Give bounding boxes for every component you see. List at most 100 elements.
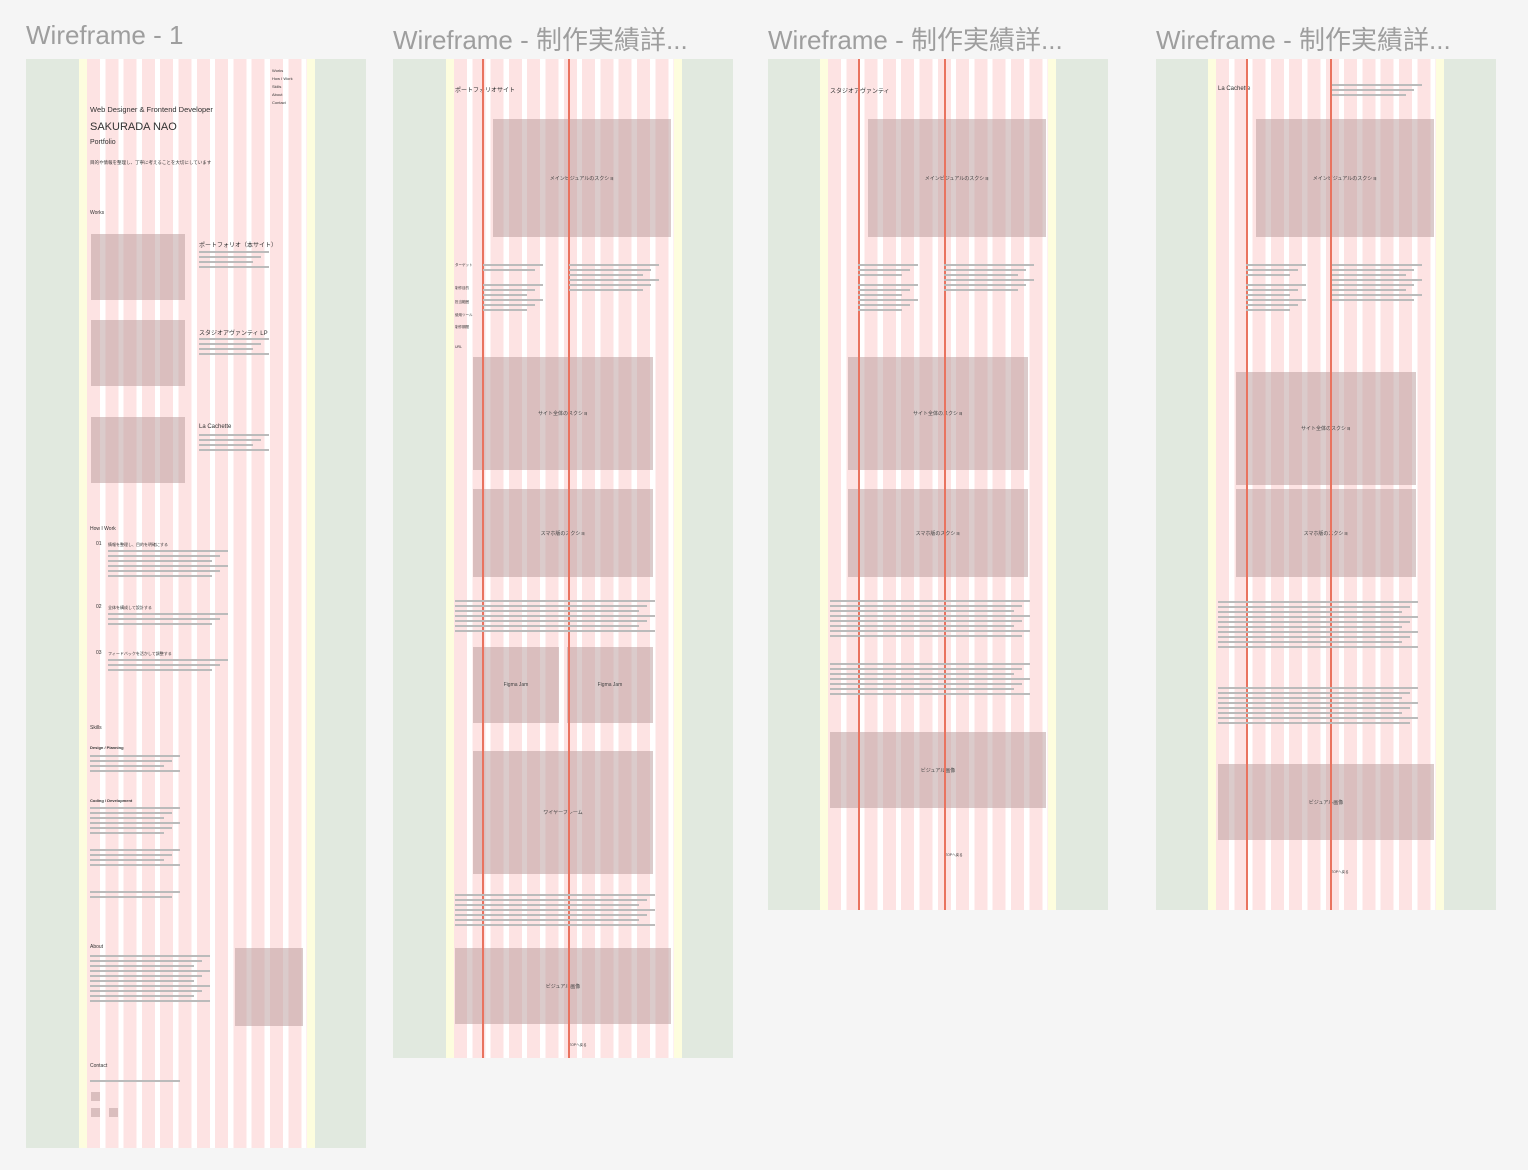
text-placeholder xyxy=(569,269,651,271)
text-placeholder xyxy=(1332,289,1406,291)
guide-line xyxy=(1330,59,1332,910)
text-placeholder xyxy=(944,269,1026,271)
step-number: 01 xyxy=(96,541,102,547)
image-placeholder: スマホ版のスクショ xyxy=(848,489,1028,577)
section-heading: Works xyxy=(90,210,105,216)
text-placeholder xyxy=(90,864,180,866)
text-placeholder xyxy=(199,256,261,258)
guide-line xyxy=(858,59,860,910)
frame-title[interactable]: Wireframe - 制作実績詳... xyxy=(768,25,1063,55)
section-heading: Contact xyxy=(90,1063,108,1069)
text-placeholder xyxy=(108,669,212,671)
text-placeholder xyxy=(455,914,647,916)
text-placeholder xyxy=(1246,309,1290,311)
text-placeholder xyxy=(90,827,172,829)
back-to-top: TOPへ戻る xyxy=(569,1043,587,1047)
field-label: URL xyxy=(455,345,463,349)
text-placeholder xyxy=(455,909,655,911)
text-placeholder xyxy=(1218,601,1418,603)
text-placeholder xyxy=(1218,611,1402,613)
frame[interactable]: スタジオアヴァンティ メインビジュアルのスクショ サイト全体のスクショ スマホ版… xyxy=(768,59,1108,910)
text-placeholder xyxy=(1246,289,1298,291)
guide-line xyxy=(482,59,484,1058)
text-placeholder xyxy=(1218,697,1402,699)
image-placeholder: ビジュアル画像 xyxy=(830,732,1046,808)
text-placeholder xyxy=(455,625,639,627)
text-placeholder xyxy=(90,849,180,851)
text-placeholder xyxy=(830,673,1014,675)
text-placeholder xyxy=(1218,636,1410,638)
image-placeholder: メインビジュアルのスクショ xyxy=(868,119,1046,237)
text-placeholder xyxy=(1332,279,1422,281)
text-placeholder xyxy=(90,807,180,809)
text-placeholder xyxy=(90,755,180,757)
text-placeholder xyxy=(455,620,647,622)
text-placeholder xyxy=(108,565,228,567)
frame-title[interactable]: Wireframe - 制作実績詳... xyxy=(393,25,688,55)
step-heading: 情報を整理し、目的を明確にする xyxy=(108,542,169,547)
text-placeholder xyxy=(569,264,659,266)
text-placeholder xyxy=(455,605,647,607)
image-placeholder: ワイヤーフレーム xyxy=(473,751,653,874)
text-placeholder xyxy=(858,299,918,301)
text-placeholder xyxy=(944,279,1034,281)
text-placeholder xyxy=(90,965,194,967)
text-placeholder xyxy=(830,678,1030,680)
text-placeholder xyxy=(90,822,180,824)
text-placeholder xyxy=(1246,264,1306,266)
image-placeholder: スマホ版のスクショ xyxy=(473,489,653,577)
text-placeholder xyxy=(483,264,543,266)
text-placeholder xyxy=(199,449,269,451)
frame[interactable]: ポートフォリオサイト メインビジュアルのスクショ ターゲット 制作目的 担当範囲… xyxy=(393,59,733,1058)
text-placeholder xyxy=(830,693,1030,695)
image-placeholder: サイト全体のスクショ xyxy=(473,357,653,470)
text-placeholder xyxy=(483,289,535,291)
text-placeholder xyxy=(199,266,269,268)
text-placeholder xyxy=(483,299,543,301)
text-placeholder xyxy=(108,550,228,552)
frame[interactable]: La Cachette メインビジュアルのスクショ サイト全体のスクショ スマホ… xyxy=(1156,59,1496,910)
field-label: 制作目的 xyxy=(455,286,469,290)
frame[interactable]: Works How I Work Skills About Contact We… xyxy=(26,59,366,1148)
frame-title[interactable]: Wireframe - 1 xyxy=(26,20,184,50)
guide-line xyxy=(944,59,946,910)
frame-title[interactable]: Wireframe - 制作実績詳... xyxy=(1156,25,1451,55)
text-placeholder xyxy=(858,304,910,306)
text-placeholder xyxy=(90,955,210,957)
text-placeholder xyxy=(199,439,261,441)
text-placeholder xyxy=(830,605,1022,607)
text-placeholder xyxy=(569,284,651,286)
text-placeholder xyxy=(1332,299,1414,301)
text-placeholder xyxy=(1332,274,1406,276)
text-placeholder xyxy=(1218,692,1410,694)
text-placeholder xyxy=(1246,274,1290,276)
text-placeholder xyxy=(455,924,655,926)
text-placeholder xyxy=(90,832,164,834)
text-placeholder xyxy=(1332,284,1414,286)
icon-placeholder xyxy=(109,1108,118,1117)
text-placeholder xyxy=(1218,631,1418,633)
field-label: 制作期間 xyxy=(455,325,469,329)
text-placeholder xyxy=(90,812,172,814)
text-placeholder xyxy=(199,251,269,253)
text-placeholder xyxy=(1246,294,1290,296)
text-placeholder xyxy=(108,560,212,562)
text-placeholder xyxy=(1218,712,1402,714)
text-placeholder xyxy=(108,570,220,572)
subtitle: Portfolio xyxy=(90,139,116,146)
image-placeholder xyxy=(235,948,303,1026)
text-placeholder xyxy=(108,555,220,557)
nav-item: Skills xyxy=(272,84,282,89)
step-heading: 全体を構成して設計する xyxy=(108,605,152,610)
tagline: 目的や情報を整理し、丁寧に考えることを大切にしています xyxy=(90,160,212,165)
text-placeholder xyxy=(455,919,639,921)
text-placeholder xyxy=(830,668,1022,670)
text-placeholder xyxy=(830,630,1030,632)
text-placeholder xyxy=(1332,94,1406,96)
page-heading: La Cachette xyxy=(1218,86,1251,92)
text-placeholder xyxy=(455,630,655,632)
skill-group: Coding / Development xyxy=(90,798,133,803)
text-placeholder xyxy=(108,659,228,661)
text-placeholder xyxy=(90,1000,210,1002)
nav-item: About xyxy=(272,92,283,97)
